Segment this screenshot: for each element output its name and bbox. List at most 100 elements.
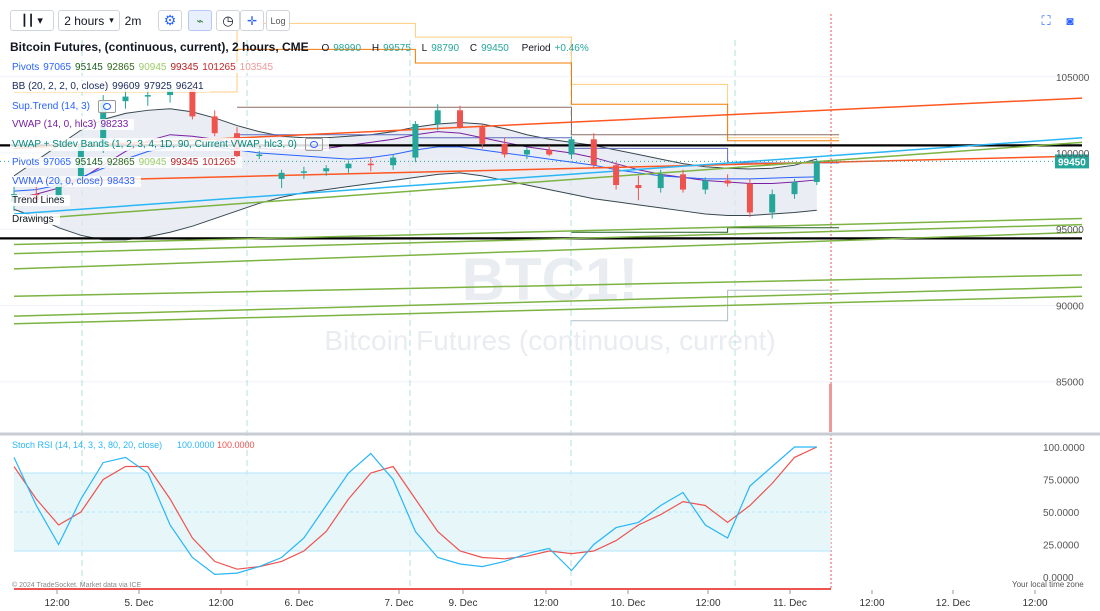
time-tick: 12:00 [1022, 598, 1047, 609]
candle-body [791, 181, 798, 195]
indicator-value: 101265 [202, 157, 236, 168]
candle-body [412, 124, 419, 158]
eye-icon[interactable] [98, 100, 117, 113]
candle-body [657, 174, 664, 189]
candle-body [613, 165, 620, 186]
current-price-label: 99450 [1058, 157, 1086, 168]
indicator-row[interactable]: Trend Lines [10, 195, 71, 206]
eye-icon[interactable] [304, 138, 323, 151]
high-value: 99575 [383, 43, 411, 54]
time-tick: 12. Dec [936, 598, 970, 609]
candle-body [211, 116, 218, 134]
settings-button[interactable]: ⚙ [158, 10, 182, 31]
candle-body [367, 163, 374, 166]
fullscreen-button[interactable]: ⛶ [1036, 10, 1056, 31]
indicator-value: 90945 [138, 157, 167, 168]
chart-type-button[interactable]: ┃┃ ▾ [10, 10, 54, 31]
candle-body [345, 163, 352, 169]
indicator-label: VWAP (14, 0, hlc3) [12, 119, 97, 130]
trend-line-green-7 [13, 295, 1083, 325]
chevron-down-icon: ▾ [109, 15, 114, 25]
indicator-row[interactable]: Pivots 97065 95145 92865 90945 99345 101265 103… [10, 62, 280, 73]
chart-header: Bitcoin Futures, (continuous, current), … [10, 40, 593, 54]
current-price-tag [1055, 154, 1089, 169]
indicator-value: 95145 [75, 157, 103, 168]
rsi-k-value: 100.0000 [177, 440, 215, 450]
time-tick: 12:00 [533, 598, 558, 609]
gear-icon: ⚙ [163, 12, 177, 28]
indicator-value: 92865 [106, 62, 135, 73]
indicator-label: Drawings [12, 214, 54, 225]
trend-line-green-1 [13, 141, 1083, 221]
indicator-row[interactable]: Pivots 97065 95145 92865 90945 99345 101265 [10, 157, 242, 168]
price-tick: 95000 [1056, 225, 1084, 236]
rsi-label: Stoch RSI (14, 14, 3, 3, 80, 20, close) [12, 440, 162, 450]
candles-icon: ┃┃ ▾ [21, 15, 43, 27]
candle-body [144, 95, 151, 97]
candle-body [702, 180, 709, 190]
timezone-label[interactable]: Your local time zone [1012, 580, 1084, 589]
rsi-tick: 50.0000 [1043, 508, 1080, 519]
indicator-value: 99345 [170, 157, 199, 168]
time-tick: 6. Dec [285, 598, 314, 609]
rsi-d-value: 100.0000 [217, 440, 255, 450]
indicator-value: 97925 [143, 81, 172, 92]
trend-line-green-5 [13, 274, 1083, 298]
time-tick: 12:00 [44, 598, 69, 609]
indicator-value: 98433 [107, 176, 135, 187]
trend-line-green-2 [13, 217, 1083, 246]
interval-select[interactable]: 2 hours ▾ [58, 10, 120, 31]
period-label: Period [521, 43, 551, 54]
period-value: +0.46% [554, 43, 589, 54]
candle-body [167, 88, 174, 96]
compare-button[interactable]: ✛ [240, 10, 264, 31]
watermark-name: Bitcoin Futures (continuous, current) [324, 325, 775, 356]
indicator-row[interactable]: VWAP (14, 0, hlc3) 98233 [10, 119, 135, 130]
crosshair-icon: ✛ [246, 13, 258, 28]
trend-line-red-lower [13, 155, 1083, 183]
rsi-d-line [13, 446, 818, 570]
candle-body [568, 139, 575, 155]
indicator-value: 101265 [202, 62, 236, 73]
indicator-label: Pivots [12, 62, 40, 73]
candle-body [813, 161, 820, 182]
candle-body [122, 96, 129, 102]
time-tick: 12:00 [695, 598, 720, 609]
indicator-value: 92865 [106, 157, 135, 168]
candle-body [546, 149, 553, 155]
indicator-row[interactable]: VWAP + Stdev Bands (1, 2, 3, 4, 1D, 90, … [10, 138, 329, 151]
pulse-icon: ⌁ [196, 13, 204, 28]
indicators-button[interactable]: ⌁ [188, 10, 212, 31]
log-scale-button[interactable]: Log [266, 10, 290, 31]
trend-line-green-3 [13, 223, 1083, 255]
camera-icon: ◙ [1066, 13, 1074, 28]
candle-body [680, 174, 686, 190]
indicator-row[interactable]: VWMA (20, 0, close) 98433 [10, 176, 141, 187]
candle-body [590, 139, 597, 166]
copyright: © 2024 TradeSocket. Market data via ICE [12, 582, 142, 589]
refresh-button[interactable]: 2m [121, 10, 145, 31]
indicator-row[interactable]: Drawings [10, 214, 60, 225]
price-tick: 105000 [1056, 73, 1090, 84]
bollinger-lower-line [13, 172, 817, 241]
rsi-tick: 100.0000 [1043, 443, 1085, 454]
time-tick: 7. Dec [385, 598, 414, 609]
candle-body [278, 172, 285, 179]
indicator-row[interactable]: Sup.Trend (14, 3) [10, 100, 123, 113]
indicator-value: 99345 [170, 62, 199, 73]
indicator-label: VWMA (20, 0, close) [12, 176, 104, 187]
indicator-value: 99609 [112, 81, 140, 92]
candle-body [769, 194, 776, 213]
clock-button[interactable]: ◷ [216, 10, 240, 31]
fullscreen-icon: ⛶ [1041, 12, 1051, 28]
indicator-row[interactable]: BB (20, 2, 2, 0, close) 99609 97925 96241 [10, 81, 210, 92]
candle-body [457, 110, 463, 128]
time-tick: 12:00 [859, 598, 884, 609]
indicator-label: VWAP + Stdev Bands (1, 2, 3, 4, 1D, 90, … [12, 139, 297, 151]
indicator-value: 96241 [175, 81, 204, 92]
low-value: 98790 [431, 43, 460, 54]
open-label: O [321, 43, 330, 54]
rsi-k-line [13, 446, 817, 576]
screenshot-button[interactable]: ◙ [1060, 10, 1080, 31]
